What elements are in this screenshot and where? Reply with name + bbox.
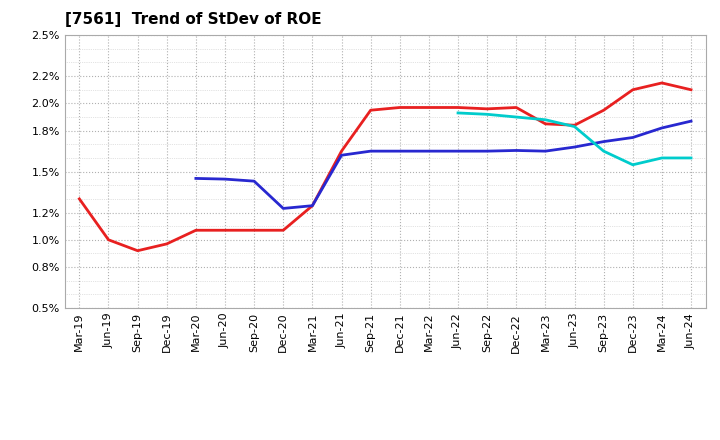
Legend: 3 Years, 5 Years, 7 Years, 10 Years: 3 Years, 5 Years, 7 Years, 10 Years [176, 437, 595, 440]
Text: [7561]  Trend of StDev of ROE: [7561] Trend of StDev of ROE [65, 12, 321, 27]
